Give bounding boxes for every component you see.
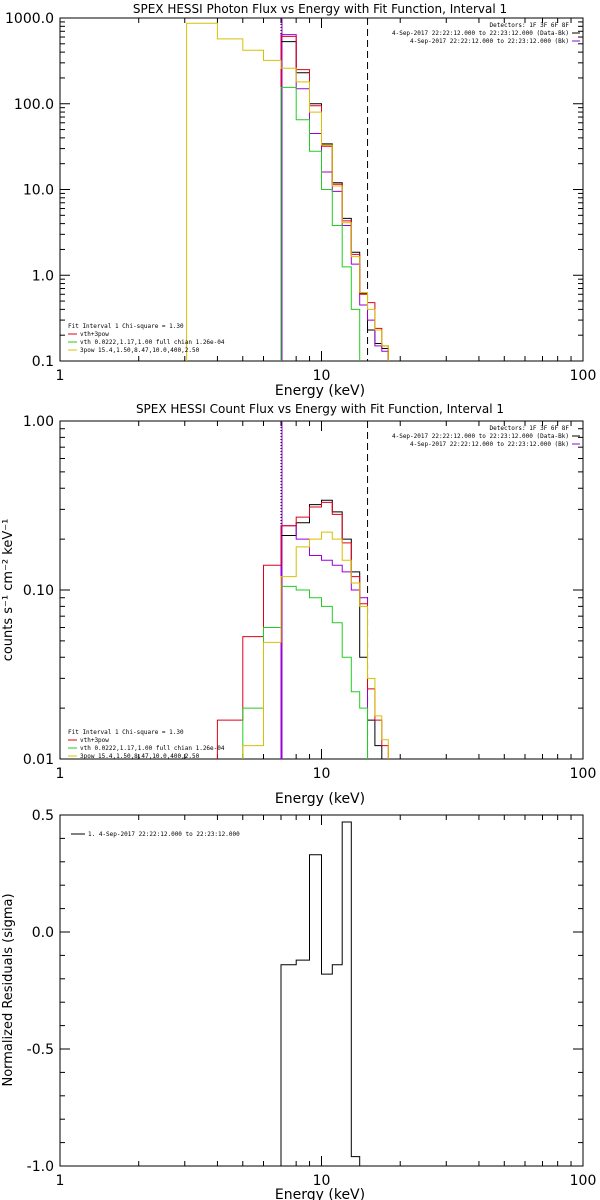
y-tick-label: -1.0 <box>27 1159 54 1175</box>
y-tick-label: 0.0 <box>32 925 54 941</box>
legend-bottomleft-entry: vth 0.0222,1.17,1.00 full chian 1.26e-04 <box>80 339 225 346</box>
series-line-4 <box>186 22 389 361</box>
y-tick-label: 0.10 <box>23 583 54 599</box>
photon-flux-title: SPEX HESSI Photon Flux vs Energy with Fi… <box>133 2 507 16</box>
x-tick-label: 10 <box>313 766 331 782</box>
y-tick-label: -0.5 <box>27 1042 54 1058</box>
legend-topright-entry: Detectors: 1F 3F 6F 8F <box>490 22 570 29</box>
x-tick-label: 10 <box>313 1173 331 1189</box>
legend-topleft-entry: 1. 4-Sep-2017 22:22:12.000 to 22:23:12.0… <box>88 831 240 838</box>
y-tick-label: 1.0 <box>32 268 54 284</box>
x-tick-label: 1 <box>56 1173 65 1189</box>
legend-topright-entry: Detectors: 1F 3F 6F 8F <box>490 425 570 432</box>
legend-topright-entry: 4-Sep-2017 22:22:12.000 to 22:23:12.000 … <box>410 38 569 45</box>
series-line-0 <box>280 821 368 1167</box>
series-line-4 <box>242 531 389 759</box>
x-tick-label: 10 <box>313 368 331 384</box>
series-line-1 <box>280 525 368 759</box>
legend-bottomleft-entry: 3pow 15.4,1.50,8.47,10.0,400,2.50 <box>80 753 200 760</box>
legend-topright-entry: 4-Sep-2017 22:22:12.000 to 22:23:12.000 … <box>392 30 569 37</box>
count-flux-title: SPEX HESSI Count Flux vs Energy with Fit… <box>136 402 504 416</box>
residuals-panel: Normalized Residuals (sigma) 1 10 100 0.5 0.… <box>1 808 596 1200</box>
x-tick-label: 100 <box>570 766 597 782</box>
x-tick-label: 1 <box>56 766 65 782</box>
photon-flux-panel: SPEX HESSI Photon Flux vs Energy with Fi… <box>5 2 596 399</box>
y-tick-label: 10.0 <box>23 183 54 199</box>
residuals-xlabel: Energy (keV) <box>275 1187 365 1200</box>
count-flux-ylabel: counts s⁻¹ cm⁻² keV⁻¹ <box>1 519 16 662</box>
legend-bottomleft-entry: vth+3pow <box>80 331 109 338</box>
y-tick-label: 1.00 <box>23 414 54 430</box>
x-tick-label: 100 <box>570 1173 597 1189</box>
legend-bottomleft-entry: Fit Interval 1 Chi-square = 1.30 <box>68 729 184 736</box>
series-line-2 <box>280 35 389 361</box>
residuals-ylabel: Normalized Residuals (sigma) <box>1 893 16 1086</box>
legend-bottomleft-entry: vth+3pow <box>80 737 109 744</box>
series-line-3 <box>242 585 368 759</box>
legend-topright-entry: 4-Sep-2017 22:22:12.000 to 22:23:12.000 … <box>392 433 569 440</box>
count-flux-panel: SPEX HESSI Count Flux vs Energy with Fit… <box>1 402 596 807</box>
legend-bottomleft-entry: Fit Interval 1 Chi-square = 1.30 <box>68 323 184 330</box>
y-tick-label: 100.0 <box>14 97 54 113</box>
y-tick-label: 0.5 <box>32 808 54 824</box>
photon-flux-xlabel: Energy (keV) <box>275 383 365 399</box>
plot-frame <box>59 420 584 760</box>
count-flux-xlabel: Energy (keV) <box>275 791 365 807</box>
legend-bottomleft-entry: 3pow 15.4,1.50,8.47,10.0,400,2.50 <box>80 347 200 354</box>
y-tick-label: 1000.0 <box>5 11 54 27</box>
series-line-1 <box>280 34 389 361</box>
y-tick-label: 0.01 <box>23 752 54 768</box>
x-tick-label: 100 <box>570 368 597 384</box>
x-tick-label: 1 <box>56 368 65 384</box>
y-tick-label: 0.1 <box>32 354 54 370</box>
series-line-0 <box>280 41 389 361</box>
legend-topright-entry: 4-Sep-2017 22:22:12.000 to 22:23:12.000 … <box>410 441 569 448</box>
legend-bottomleft-entry: vth 0.0222,1.17,1.00 full chian 1.26e-04 <box>80 745 225 752</box>
series-line-3 <box>280 86 361 361</box>
